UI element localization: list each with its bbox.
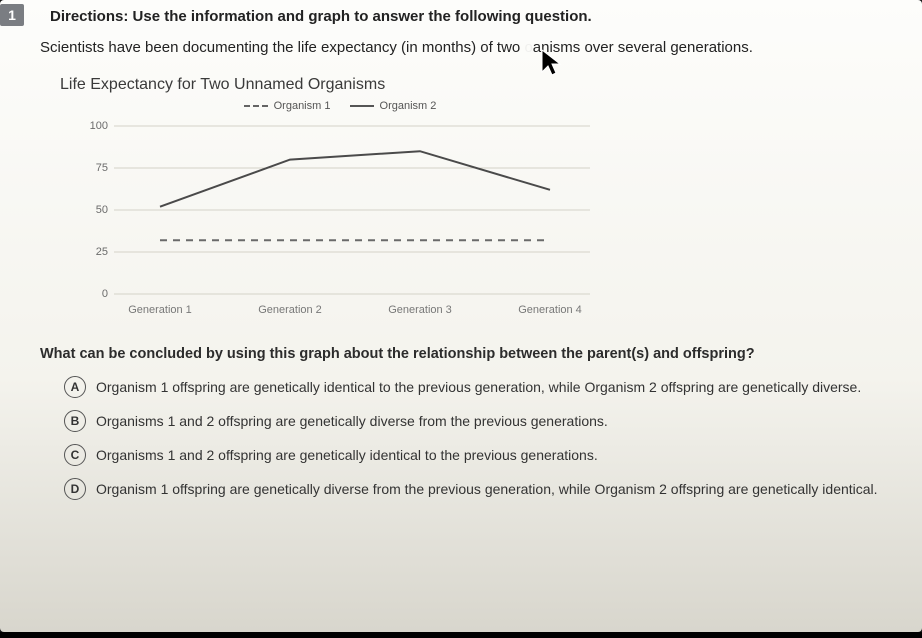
intro-pre: Scientists have been documenting the lif…: [40, 39, 524, 56]
option-c[interactable]: C Organisms 1 and 2 offspring are geneti…: [64, 444, 902, 466]
intro-hidden-char: o: [524, 39, 532, 56]
intro-post: anisms over several generations.: [533, 39, 753, 56]
option-letter-c: C: [64, 444, 86, 466]
intro-text: Scientists have been documenting the lif…: [40, 39, 902, 56]
legend-item-1: Organism 1: [244, 100, 331, 112]
option-b[interactable]: B Organisms 1 and 2 offspring are geneti…: [64, 410, 902, 432]
dash-swatch-icon: [244, 105, 268, 107]
solid-swatch-icon: [350, 105, 374, 107]
option-text-c: Organisms 1 and 2 offspring are genetica…: [96, 447, 598, 463]
option-text-b: Organisms 1 and 2 offspring are genetica…: [96, 413, 608, 429]
legend-label-2: Organism 2: [380, 100, 437, 112]
option-a[interactable]: A Organism 1 offspring are genetically i…: [64, 376, 902, 398]
question-page: 1 Directions: Use the information and gr…: [0, 0, 922, 632]
chart-plot-area: 100 75 50 25 0 Generation 1 Generation 2…: [80, 118, 600, 328]
option-d[interactable]: D Organism 1 offspring are genetically d…: [64, 478, 902, 500]
question-prompt: What can be concluded by using this grap…: [40, 346, 902, 362]
option-text-a: Organism 1 offspring are genetically ide…: [96, 379, 861, 395]
option-letter-b: B: [64, 410, 86, 432]
directions-text: Directions: Use the information and grap…: [50, 8, 902, 25]
option-letter-d: D: [64, 478, 86, 500]
chart-legend: Organism 1 Organism 2: [60, 98, 620, 112]
option-text-d: Organism 1 offspring are genetically div…: [96, 481, 878, 497]
legend-label-1: Organism 1: [274, 100, 331, 112]
screen-bottom-edge: [0, 632, 922, 638]
question-number-badge: 1: [0, 4, 24, 26]
legend-item-2: Organism 2: [350, 100, 437, 112]
answer-options: A Organism 1 offspring are genetically i…: [64, 376, 902, 500]
chart-region: Life Expectancy for Two Unnamed Organism…: [60, 76, 620, 328]
chart-title: Life Expectancy for Two Unnamed Organism…: [60, 76, 620, 94]
option-letter-a: A: [64, 376, 86, 398]
chart-svg: [80, 118, 600, 328]
